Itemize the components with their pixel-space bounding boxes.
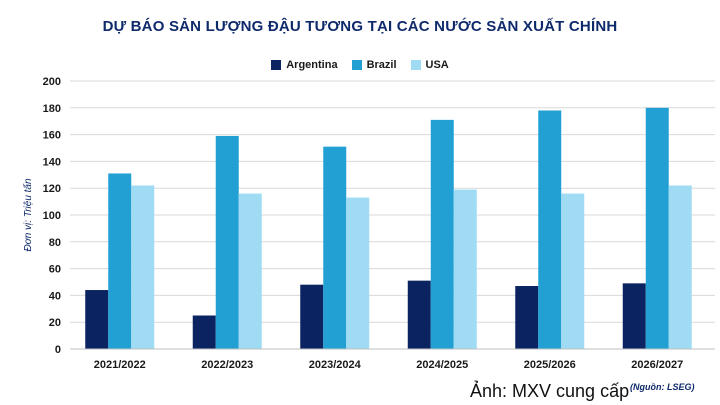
y-axis-ticks: 0 20 40 60 80 100 120 140 160 180 200	[43, 76, 61, 356]
legend-swatch-usa	[410, 60, 421, 70]
y-tick-label: 40	[49, 290, 61, 302]
grid-lines	[70, 80, 715, 323]
bar-argentina-2024/2025	[407, 280, 431, 349]
bar-argentina-2023/2024	[300, 284, 324, 349]
bar-brazil-2022/2023	[215, 135, 239, 349]
y-tick-label: 100	[43, 210, 61, 222]
y-tick-label: 0	[55, 344, 61, 356]
y-tick-label: 200	[43, 76, 61, 88]
bar-usa-2026/2027	[668, 185, 692, 349]
legend-swatch-brazil	[351, 60, 362, 70]
bar-argentina-2021/2022	[85, 290, 109, 349]
y-tick-label: 20	[49, 317, 61, 329]
bar-argentina-2022/2023	[192, 315, 216, 349]
bar-brazil-2021/2022	[108, 173, 132, 349]
legend-label-brazil: Brazil	[366, 59, 397, 71]
legend: Argentina Brazil USA	[0, 56, 720, 74]
bar-brazil-2026/2027	[645, 107, 669, 349]
bar-usa-2022/2023	[238, 193, 262, 349]
source-note: (Nguồn: LSEG)	[630, 382, 695, 392]
bar-usa-2025/2026	[561, 193, 585, 349]
legend-item-brazil: Brazil	[351, 59, 397, 71]
bar-brazil-2025/2026	[538, 110, 562, 349]
x-tick-label: 2023/2024	[309, 359, 362, 371]
bar-brazil-2023/2024	[323, 146, 347, 349]
legend-label-argentina: Argentina	[286, 59, 338, 71]
x-tick-label: 2021/2022	[94, 359, 146, 371]
legend-item-argentina: Argentina	[271, 59, 338, 71]
y-tick-label: 80	[49, 237, 61, 249]
y-tick-label: 180	[43, 103, 61, 115]
y-tick-label: 140	[43, 156, 61, 168]
legend-item-usa: USA	[410, 59, 449, 71]
bar-argentina-2026/2027	[622, 283, 646, 349]
bar-brazil-2024/2025	[430, 119, 454, 349]
bar-usa-2024/2025	[453, 189, 477, 349]
legend-swatch-argentina	[271, 60, 282, 70]
y-axis-label: Đơn vị: Triệu tấn	[22, 178, 34, 252]
bars	[85, 107, 692, 349]
x-tick-label: 2022/2023	[201, 359, 253, 371]
chart-title: DỰ BÁO SẢN LƯỢNG ĐẬU TƯƠNG TẠI CÁC NƯỚC …	[102, 18, 618, 35]
y-tick-label: 160	[43, 130, 61, 142]
y-tick-label: 120	[43, 183, 61, 195]
legend-label-usa: USA	[425, 59, 449, 71]
y-tick-label: 60	[49, 264, 61, 276]
x-tick-label: 2024/2025	[416, 359, 468, 371]
bar-usa-2023/2024	[346, 197, 370, 349]
bar-usa-2021/2022	[131, 185, 155, 349]
x-tick-label: 2025/2026	[524, 359, 576, 371]
x-axis-ticks: 2021/2022 2022/2023 2023/2024 2024/2025 2025…	[94, 359, 684, 371]
photo-caption: Ảnh: MXV cung cấp	[470, 381, 630, 401]
bar-argentina-2025/2026	[515, 286, 539, 349]
x-tick-label: 2026/2027	[631, 359, 683, 371]
